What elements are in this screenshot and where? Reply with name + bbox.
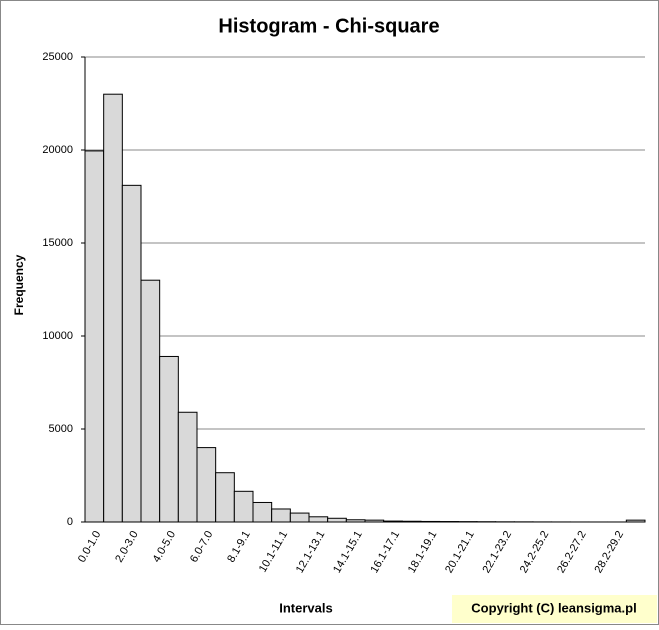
bar (85, 151, 104, 522)
bar (216, 473, 235, 522)
bar (234, 491, 253, 522)
bar (141, 280, 160, 522)
bar (160, 356, 179, 522)
bar (290, 513, 309, 522)
y-tick-label: 10000 (42, 330, 73, 342)
bar (197, 448, 216, 522)
y-tick-label: 25000 (42, 51, 73, 63)
bar (122, 185, 141, 522)
bar (253, 502, 272, 522)
y-axis-label: Frequency (12, 254, 26, 315)
bar (272, 509, 291, 522)
bar (104, 94, 123, 522)
y-tick-label: 5000 (49, 423, 73, 435)
bar (309, 517, 328, 522)
x-axis-label: Intervals (279, 600, 332, 615)
y-tick-label: 0 (67, 516, 73, 528)
y-tick-label: 15000 (42, 237, 73, 249)
bar (328, 518, 347, 522)
bar (178, 412, 197, 522)
chart-title: Histogram - Chi-square (218, 15, 439, 37)
copyright: Copyright (C) leansigma.pl (471, 600, 636, 615)
y-tick-label: 20000 (42, 144, 73, 156)
